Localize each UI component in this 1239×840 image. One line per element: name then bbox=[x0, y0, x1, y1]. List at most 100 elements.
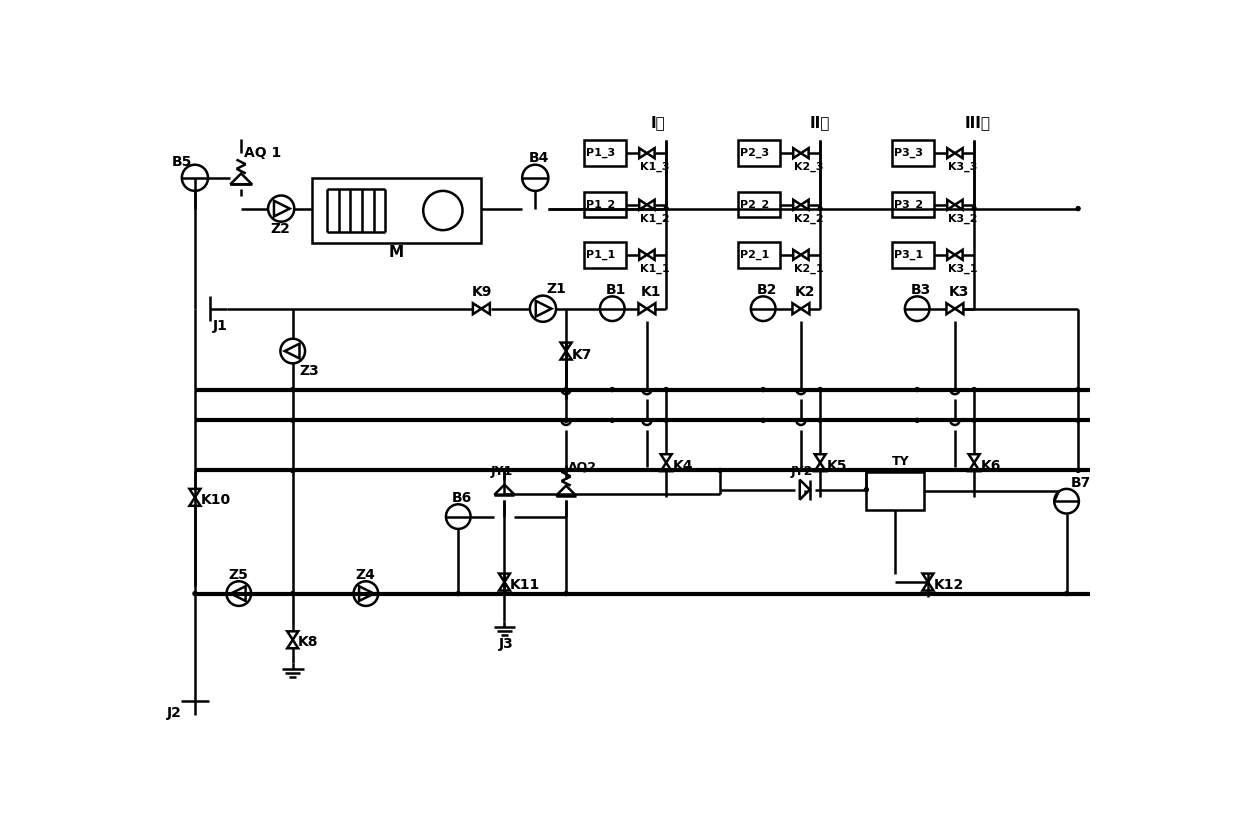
Bar bbox=[737, 242, 781, 267]
Polygon shape bbox=[955, 303, 964, 314]
Text: K3_2: K3_2 bbox=[948, 213, 978, 223]
Polygon shape bbox=[793, 303, 800, 314]
Polygon shape bbox=[948, 249, 955, 260]
Circle shape bbox=[864, 487, 869, 492]
Circle shape bbox=[290, 417, 295, 423]
Circle shape bbox=[610, 417, 615, 423]
Text: K2: K2 bbox=[794, 285, 815, 299]
Polygon shape bbox=[647, 249, 654, 260]
Text: P2_1: P2_1 bbox=[740, 249, 769, 260]
Bar bbox=[892, 192, 934, 218]
Text: K3: K3 bbox=[949, 285, 969, 299]
Polygon shape bbox=[793, 200, 800, 210]
Text: B4: B4 bbox=[529, 150, 549, 165]
Bar bbox=[312, 178, 482, 244]
Text: K2_1: K2_1 bbox=[794, 264, 824, 274]
Polygon shape bbox=[647, 148, 654, 158]
Text: B7: B7 bbox=[1070, 475, 1090, 490]
Polygon shape bbox=[285, 344, 300, 359]
Polygon shape bbox=[230, 586, 245, 601]
Circle shape bbox=[192, 591, 198, 596]
Circle shape bbox=[502, 591, 507, 596]
Text: Z2: Z2 bbox=[270, 223, 290, 236]
Text: K3_1: K3_1 bbox=[948, 264, 978, 274]
Text: K9: K9 bbox=[472, 285, 493, 299]
Circle shape bbox=[456, 591, 461, 596]
Polygon shape bbox=[947, 303, 955, 314]
Text: III组: III组 bbox=[965, 115, 991, 130]
Polygon shape bbox=[499, 574, 510, 582]
Text: K8: K8 bbox=[299, 635, 318, 649]
Circle shape bbox=[290, 387, 295, 392]
Text: P1_1: P1_1 bbox=[586, 249, 616, 260]
Circle shape bbox=[971, 206, 976, 212]
Polygon shape bbox=[287, 640, 299, 648]
Polygon shape bbox=[560, 351, 571, 360]
Text: K1: K1 bbox=[641, 285, 662, 299]
Bar bbox=[584, 140, 626, 165]
Text: P1_2: P1_2 bbox=[586, 200, 616, 210]
Polygon shape bbox=[793, 148, 800, 158]
Polygon shape bbox=[793, 249, 800, 260]
Text: JY1: JY1 bbox=[491, 465, 513, 478]
Text: J3: J3 bbox=[498, 637, 513, 651]
Text: AQ2: AQ2 bbox=[569, 460, 597, 473]
Polygon shape bbox=[638, 303, 647, 314]
Polygon shape bbox=[955, 200, 963, 210]
Polygon shape bbox=[482, 303, 489, 314]
Text: K11: K11 bbox=[510, 578, 540, 592]
Circle shape bbox=[446, 504, 471, 529]
Circle shape bbox=[600, 297, 624, 321]
Text: P3_1: P3_1 bbox=[895, 249, 923, 260]
Text: P2_2: P2_2 bbox=[740, 200, 769, 210]
Circle shape bbox=[280, 339, 305, 364]
Circle shape bbox=[717, 468, 722, 473]
Polygon shape bbox=[647, 200, 654, 210]
Polygon shape bbox=[948, 148, 955, 158]
Text: II组: II组 bbox=[810, 115, 830, 130]
Polygon shape bbox=[660, 454, 672, 463]
Circle shape bbox=[971, 417, 976, 423]
Text: K3_3: K3_3 bbox=[948, 162, 978, 172]
Text: AQ 1: AQ 1 bbox=[244, 146, 281, 160]
Text: K5: K5 bbox=[826, 459, 846, 473]
Polygon shape bbox=[800, 148, 809, 158]
Polygon shape bbox=[639, 249, 647, 260]
Circle shape bbox=[914, 417, 919, 423]
Polygon shape bbox=[969, 454, 980, 463]
Text: M: M bbox=[389, 245, 404, 260]
Circle shape bbox=[914, 387, 919, 392]
Text: Z4: Z4 bbox=[356, 568, 375, 582]
Circle shape bbox=[353, 581, 378, 606]
Text: B2: B2 bbox=[757, 283, 777, 297]
Circle shape bbox=[926, 591, 930, 596]
Circle shape bbox=[904, 297, 929, 321]
Polygon shape bbox=[955, 249, 963, 260]
Text: K2_2: K2_2 bbox=[794, 213, 824, 223]
Text: J1: J1 bbox=[213, 318, 228, 333]
Polygon shape bbox=[535, 301, 551, 317]
Circle shape bbox=[751, 297, 776, 321]
Polygon shape bbox=[230, 174, 252, 184]
Polygon shape bbox=[556, 486, 576, 496]
Circle shape bbox=[1075, 417, 1080, 423]
Circle shape bbox=[663, 206, 669, 212]
Text: Z5: Z5 bbox=[228, 568, 248, 582]
Bar bbox=[584, 192, 626, 218]
Text: JY2: JY2 bbox=[790, 465, 813, 478]
Circle shape bbox=[290, 468, 295, 473]
Text: K6: K6 bbox=[980, 459, 1001, 473]
Circle shape bbox=[1075, 468, 1080, 473]
Text: Z1: Z1 bbox=[546, 281, 566, 296]
Circle shape bbox=[1054, 489, 1079, 513]
Polygon shape bbox=[287, 632, 299, 640]
Polygon shape bbox=[660, 463, 672, 471]
Text: P2_3: P2_3 bbox=[740, 148, 769, 158]
Circle shape bbox=[663, 417, 669, 423]
Polygon shape bbox=[800, 200, 809, 210]
Circle shape bbox=[522, 165, 549, 191]
Circle shape bbox=[564, 387, 569, 392]
Circle shape bbox=[1064, 591, 1069, 596]
Text: I组: I组 bbox=[652, 115, 665, 130]
Polygon shape bbox=[923, 582, 933, 591]
